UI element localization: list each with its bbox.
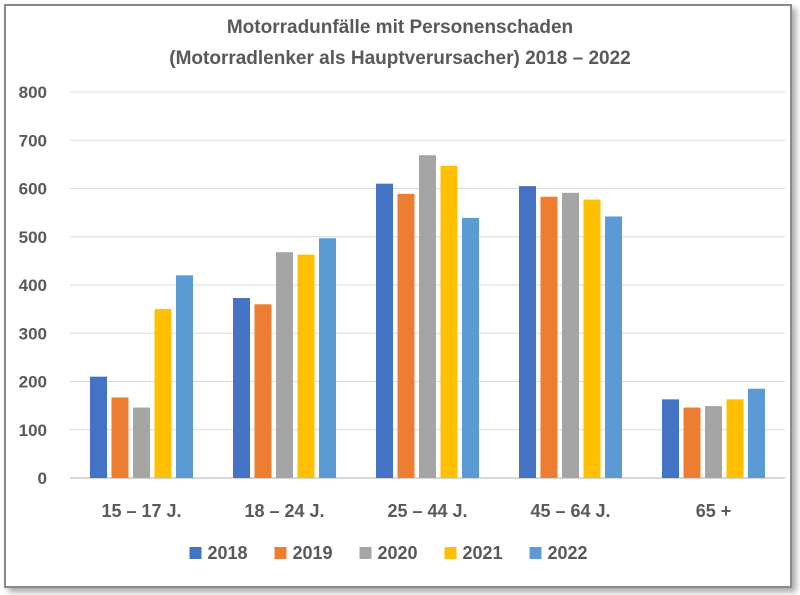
legend-label-2018: 2018 [208, 543, 248, 563]
y-tick-label: 500 [19, 228, 47, 247]
legend-swatch-2018 [189, 547, 202, 559]
legend-label-2020: 2020 [378, 543, 418, 563]
bar-2021-3 [583, 199, 601, 478]
bar-2018-2 [376, 183, 393, 479]
bar-2021-4 [726, 399, 744, 478]
bar-2021-2 [440, 165, 458, 478]
y-tick-label: 0 [38, 469, 47, 488]
bar-2020-4 [705, 406, 722, 478]
x-tick-label: 45 – 64 J. [530, 501, 610, 521]
x-tick-label: 15 – 17 J. [101, 501, 181, 521]
bar-2021-1 [297, 254, 315, 478]
bar-2022-3 [605, 216, 622, 479]
bar-2020-0 [133, 407, 150, 478]
legend-swatch-2020 [359, 547, 372, 559]
bar-2020-2 [419, 155, 436, 478]
legend-label-2019: 2019 [293, 543, 333, 563]
bar-2022-2 [462, 217, 479, 478]
x-tick-label: 18 – 24 J. [244, 501, 324, 521]
y-tick-label: 200 [19, 373, 47, 392]
bar-2020-1 [276, 252, 293, 478]
y-tick-label: 700 [19, 131, 47, 150]
y-tick-label: 300 [19, 324, 47, 343]
x-tick-label: 65 + [696, 501, 732, 521]
bar-2019-4 [683, 407, 701, 478]
x-tick-label: 25 – 44 J. [387, 501, 467, 521]
y-tick-label: 400 [19, 276, 47, 295]
bar-2018-3 [519, 186, 536, 478]
legend-swatch-2022 [529, 547, 542, 559]
bar-2020-3 [562, 192, 579, 478]
y-tick-label: 100 [19, 421, 47, 440]
chart-title-line-2: (Motorradlenker als Hauptverursacher) 20… [169, 48, 631, 69]
bar-2022-4 [748, 388, 765, 478]
bar-2019-2 [397, 193, 415, 478]
bar-2018-1 [233, 298, 250, 478]
legend-swatch-2021 [444, 547, 457, 559]
bar-2021-0 [154, 309, 172, 478]
bar-2019-3 [540, 196, 558, 478]
y-tick-label: 800 [19, 83, 47, 102]
legend-swatch-2019 [274, 547, 287, 559]
bar-2022-0 [176, 275, 193, 478]
y-tick-label: 600 [19, 180, 47, 199]
chart-title-line-1: Motorradunfälle mit Personenschaden [227, 17, 573, 38]
legend-label-2022: 2022 [548, 543, 588, 563]
bar-2022-1 [319, 238, 336, 478]
bar-2019-1 [254, 304, 272, 478]
bar-2019-0 [111, 397, 129, 478]
bar-2018-4 [662, 399, 679, 478]
legend-label-2021: 2021 [463, 543, 503, 563]
bar-2018-0 [90, 376, 107, 478]
